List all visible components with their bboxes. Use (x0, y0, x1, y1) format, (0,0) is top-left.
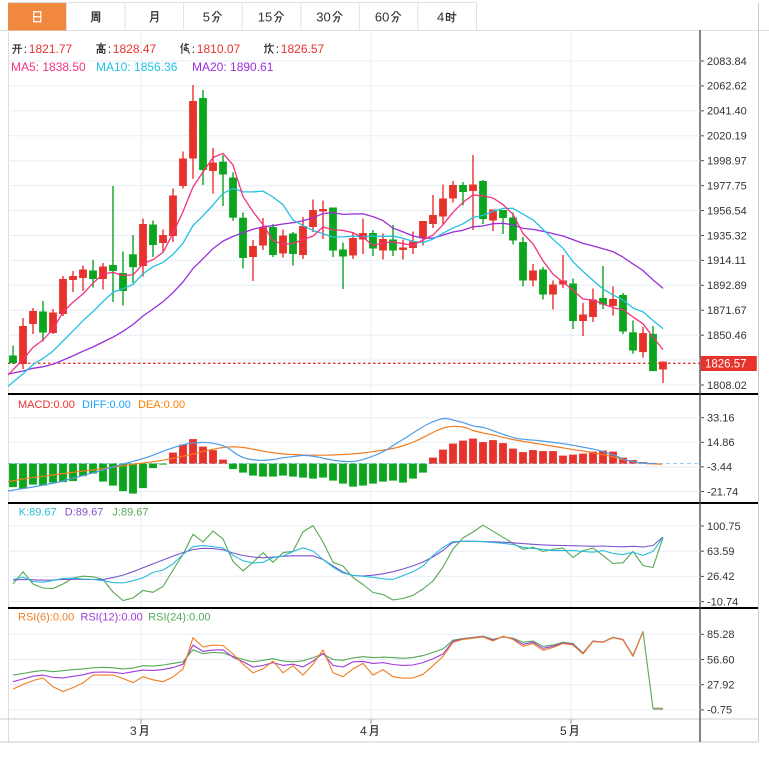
svg-text::: : (108, 42, 111, 56)
svg-text:4: 4 (360, 724, 367, 738)
svg-text:100.75: 100.75 (707, 521, 741, 533)
svg-text:DEA:0.00: DEA:0.00 (138, 399, 185, 411)
svg-text:MA20: 1890.61: MA20: 1890.61 (192, 60, 274, 74)
svg-text:4: 4 (437, 10, 444, 25)
svg-text:MA10: 1856.36: MA10: 1856.36 (96, 60, 178, 74)
svg-text:MACD:0.00: MACD:0.00 (18, 399, 75, 411)
svg-text:-0.75: -0.75 (707, 705, 732, 717)
svg-text:K:89.67: K:89.67 (19, 507, 57, 519)
svg-text:J:89.67: J:89.67 (112, 507, 148, 519)
svg-text::: : (192, 42, 195, 56)
svg-text:1956.54: 1956.54 (707, 205, 747, 217)
svg-text:RSI(12):0.00: RSI(12):0.00 (80, 612, 142, 624)
svg-text:5: 5 (560, 724, 567, 738)
svg-text:56.60: 56.60 (707, 654, 735, 666)
svg-text:5: 5 (203, 10, 210, 25)
svg-text:1810.07: 1810.07 (197, 42, 241, 56)
svg-text:15: 15 (258, 10, 272, 25)
svg-text:1826.57: 1826.57 (281, 42, 325, 56)
svg-text:1850.46: 1850.46 (707, 330, 747, 342)
svg-text:2020.19: 2020.19 (707, 131, 747, 143)
svg-text:14.86: 14.86 (707, 437, 735, 449)
svg-text:-10.74: -10.74 (707, 596, 738, 608)
svg-text:1828.47: 1828.47 (113, 42, 157, 56)
svg-text:D:89.67: D:89.67 (65, 507, 104, 519)
svg-text:63.59: 63.59 (707, 546, 735, 558)
svg-text:RSI(24):0.00: RSI(24):0.00 (148, 612, 210, 624)
svg-text:30: 30 (316, 10, 330, 25)
svg-text:3: 3 (130, 724, 137, 738)
svg-text:33.16: 33.16 (707, 413, 735, 425)
svg-text:2041.40: 2041.40 (707, 106, 747, 118)
svg-text:60: 60 (375, 10, 389, 25)
svg-text:2062.62: 2062.62 (707, 81, 747, 93)
svg-text:26.42: 26.42 (707, 571, 735, 583)
svg-text::: : (24, 42, 27, 56)
svg-text:1914.11: 1914.11 (707, 255, 746, 267)
svg-text:DIFF:0.00: DIFF:0.00 (82, 399, 131, 411)
svg-text:85.28: 85.28 (707, 629, 735, 641)
svg-text:1892.89: 1892.89 (707, 280, 747, 292)
svg-text:1977.75: 1977.75 (707, 180, 747, 192)
svg-text:1935.32: 1935.32 (707, 230, 747, 242)
svg-text:2083.84: 2083.84 (707, 56, 747, 68)
svg-text:1821.77: 1821.77 (29, 42, 73, 56)
svg-text::: : (276, 42, 279, 56)
svg-text:-3.44: -3.44 (707, 462, 732, 474)
svg-text:1871.67: 1871.67 (707, 305, 747, 317)
svg-text:-21.74: -21.74 (707, 486, 738, 498)
svg-text:1826.57: 1826.57 (705, 359, 747, 371)
svg-text:27.92: 27.92 (707, 680, 735, 692)
svg-text:1998.97: 1998.97 (707, 156, 747, 168)
svg-text:MA5: 1838.50: MA5: 1838.50 (11, 60, 86, 74)
svg-text:1808.02: 1808.02 (707, 380, 747, 392)
svg-text:RSI(6):0.00: RSI(6):0.00 (18, 612, 74, 624)
